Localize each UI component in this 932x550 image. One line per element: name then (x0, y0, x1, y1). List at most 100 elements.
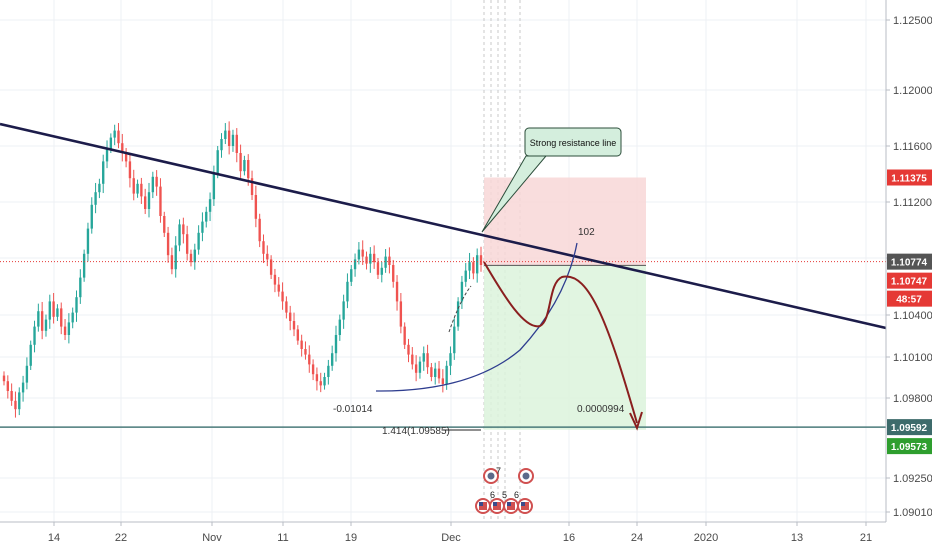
candle-body (121, 143, 124, 153)
candle-body (418, 361, 422, 373)
candle-body (262, 241, 265, 254)
candle-body (472, 262, 475, 274)
fib-label: 1.414(1.09585) (382, 426, 450, 437)
candle-body (48, 301, 51, 320)
candle-body (178, 224, 181, 246)
price-badge-label: 1.11375 (891, 174, 927, 185)
price-badge-label: 1.09592 (891, 423, 928, 434)
candle-body (353, 259, 357, 270)
candle-body (71, 312, 74, 323)
candle-body (197, 232, 200, 250)
candle-body (327, 365, 330, 377)
y-tick-label: 1.10100 (893, 352, 932, 364)
candle-body (437, 368, 441, 379)
candle-body (18, 392, 21, 410)
candle-body (60, 308, 63, 327)
y-tick-label: 1.11600 (893, 141, 932, 153)
candle-body (346, 281, 349, 302)
x-tick-label: 21 (860, 532, 872, 544)
candle-body (52, 301, 55, 317)
target-projection-path (483, 261, 638, 424)
candle-body (311, 364, 315, 375)
candle-body (117, 130, 120, 144)
candle-body (289, 312, 292, 321)
change-value-label: -0.01014 (333, 404, 373, 415)
candle-body (147, 192, 151, 209)
candle-body (361, 249, 364, 257)
event-count: 6 (490, 490, 495, 500)
drawings[interactable]: Strong resistance line 102 1.414(1.09585) 0… (0, 122, 887, 437)
candle-body (166, 232, 170, 256)
candle-body (25, 365, 29, 383)
candle-body (170, 255, 174, 270)
candle-body (235, 134, 238, 153)
x-tick-label: 24 (631, 532, 643, 544)
candle-body (380, 267, 383, 275)
candle-body (422, 353, 425, 362)
candle-body (319, 381, 322, 386)
candle-body (399, 301, 403, 327)
candle-body (224, 130, 227, 139)
y-tick-label: 1.09250 (893, 473, 932, 485)
candle-body (441, 378, 445, 384)
dashed-projection (448, 285, 472, 333)
candle-body (308, 354, 311, 365)
candle-body (445, 365, 448, 384)
candle-body (182, 224, 185, 235)
y-tick-label: 1.09800 (893, 393, 932, 405)
candle-body (266, 253, 269, 260)
candle-body (102, 161, 105, 184)
candle-body (403, 326, 406, 345)
candle-body (185, 234, 189, 254)
candle-body (86, 228, 90, 254)
candle-body (277, 284, 280, 292)
candle-body (357, 249, 361, 260)
candle-body (414, 364, 418, 373)
event-count: 5 (502, 490, 507, 500)
candle-body (128, 161, 132, 179)
candle-body (40, 311, 44, 331)
event-flag-dot (522, 472, 530, 480)
x-tick-label: Dec (441, 532, 461, 544)
candle-body (231, 134, 235, 146)
candle-body (376, 262, 380, 275)
candle-body (247, 160, 250, 179)
callout-box (524, 127, 622, 157)
take-profit-zone (484, 265, 646, 430)
us-flag-canton (479, 502, 483, 506)
candle-body (456, 301, 460, 327)
candle-body (468, 262, 471, 271)
resistance-trendline (0, 122, 887, 330)
candle-body (243, 160, 246, 172)
candle-body (395, 281, 399, 302)
candle-body (342, 301, 345, 320)
candle-body (113, 130, 116, 138)
target-value-label: 0.0000994 (577, 404, 625, 415)
candle-body (63, 326, 67, 335)
candle-body (201, 221, 204, 233)
candle-body (350, 269, 353, 282)
candle-body (163, 216, 166, 233)
x-tick-label: 11 (277, 532, 288, 544)
us-flag-canton (507, 502, 511, 506)
candle-body (94, 192, 97, 205)
candle-body (334, 335, 338, 354)
y-tick-label: 1.09010 (893, 507, 932, 519)
candle-body (220, 139, 223, 151)
candle-body (384, 256, 387, 268)
candles (2, 121, 483, 418)
price-badge-label: 1.10747 (891, 277, 928, 288)
candle-body (239, 153, 242, 172)
candle-body (2, 375, 6, 382)
candle-body (105, 148, 109, 162)
candle-body (449, 353, 452, 366)
candle-body (453, 326, 456, 354)
candle-body (411, 354, 414, 365)
candle-body (208, 199, 212, 212)
price-badge (887, 290, 932, 307)
candle-body (10, 391, 13, 401)
candle-body (296, 329, 300, 341)
candle-body (75, 297, 78, 313)
